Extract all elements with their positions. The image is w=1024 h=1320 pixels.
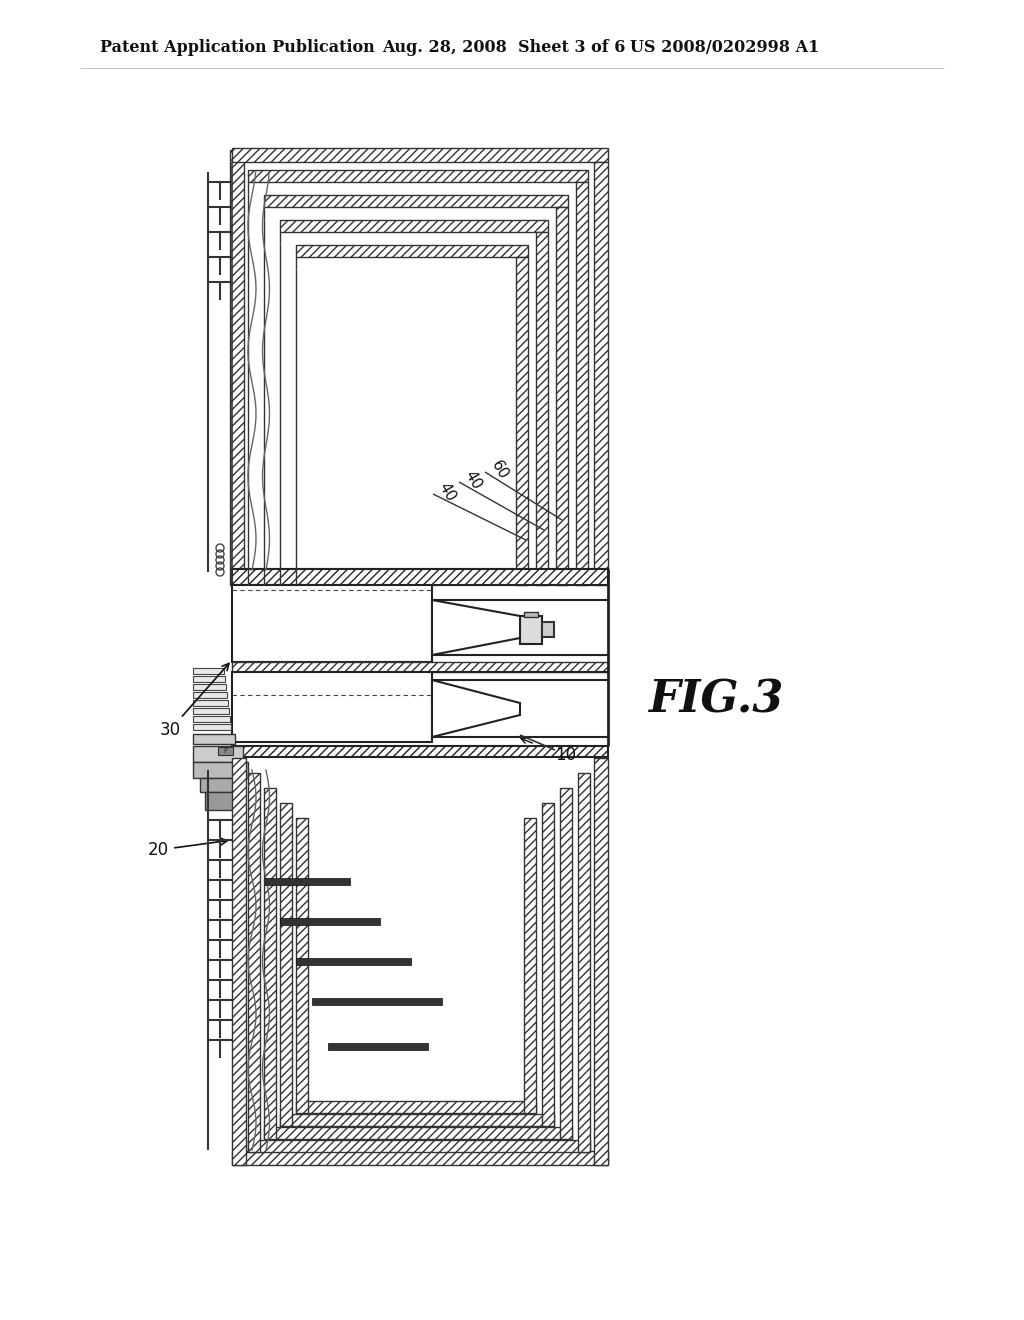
Bar: [520, 616, 542, 644]
Bar: [280, 917, 380, 925]
Bar: [312, 998, 442, 1005]
Bar: [280, 220, 548, 232]
Polygon shape: [432, 680, 520, 737]
Bar: [296, 818, 308, 1113]
Bar: [193, 692, 227, 698]
Bar: [193, 734, 234, 744]
Bar: [193, 746, 243, 762]
Text: 30: 30: [160, 664, 229, 739]
Bar: [232, 663, 608, 672]
Bar: [205, 792, 240, 810]
Bar: [193, 684, 226, 690]
Bar: [296, 246, 528, 257]
Bar: [280, 803, 292, 1126]
Bar: [594, 162, 608, 585]
Bar: [230, 150, 244, 585]
Bar: [264, 195, 568, 207]
Bar: [264, 788, 276, 1139]
Bar: [193, 700, 228, 706]
Bar: [248, 774, 260, 1152]
Bar: [264, 1127, 572, 1139]
Text: FIG.3: FIG.3: [648, 678, 783, 722]
Text: US 2008/0202998 A1: US 2008/0202998 A1: [630, 40, 819, 57]
Bar: [232, 569, 608, 585]
Bar: [578, 774, 590, 1152]
Bar: [193, 668, 224, 675]
Text: 40: 40: [436, 480, 459, 504]
Text: 10: 10: [555, 746, 577, 764]
Bar: [248, 1140, 590, 1152]
Bar: [524, 612, 538, 616]
Bar: [193, 715, 230, 722]
Bar: [193, 708, 229, 714]
Bar: [536, 232, 548, 585]
Bar: [193, 723, 231, 730]
Bar: [296, 1101, 536, 1113]
Bar: [232, 569, 608, 585]
Bar: [232, 746, 608, 756]
Text: 60: 60: [488, 458, 511, 482]
Bar: [193, 762, 248, 777]
Text: 40: 40: [462, 467, 484, 492]
Bar: [556, 207, 568, 585]
Bar: [248, 170, 588, 182]
Bar: [560, 788, 572, 1139]
Text: Patent Application Publication: Patent Application Publication: [100, 40, 375, 57]
Bar: [232, 148, 608, 162]
Bar: [265, 878, 350, 884]
Polygon shape: [432, 601, 520, 655]
Bar: [524, 818, 536, 1113]
Bar: [218, 747, 233, 755]
Text: 20: 20: [148, 838, 227, 859]
Bar: [232, 672, 432, 742]
Bar: [516, 257, 528, 585]
Bar: [575, 182, 588, 585]
Bar: [200, 777, 240, 792]
Bar: [328, 1043, 428, 1049]
Bar: [232, 758, 246, 1166]
Bar: [280, 1114, 554, 1126]
Bar: [542, 622, 554, 638]
Bar: [296, 958, 411, 965]
Bar: [193, 676, 225, 682]
Bar: [594, 758, 608, 1166]
Bar: [542, 803, 554, 1126]
Bar: [232, 1151, 608, 1166]
Bar: [232, 585, 432, 663]
Text: P: P: [223, 748, 227, 754]
Text: Aug. 28, 2008  Sheet 3 of 6: Aug. 28, 2008 Sheet 3 of 6: [382, 40, 626, 57]
